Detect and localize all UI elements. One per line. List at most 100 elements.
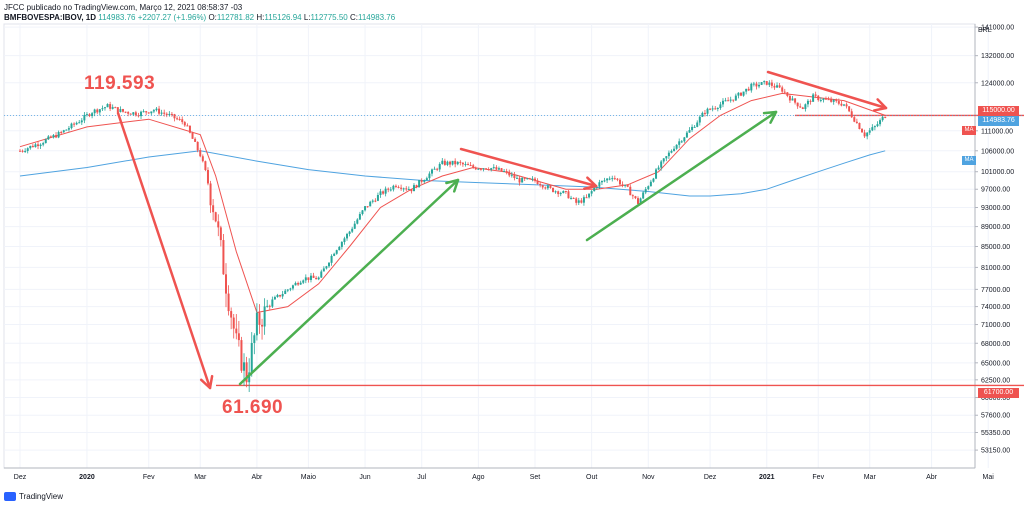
candle-body <box>814 94 817 96</box>
candle-body <box>582 197 585 203</box>
candle-body <box>459 161 462 163</box>
candle-body <box>106 104 109 108</box>
y-tick-label: 60000.00 <box>981 395 1010 402</box>
candle-body <box>832 99 835 102</box>
candle-body <box>312 275 315 278</box>
candle-body <box>631 195 634 197</box>
candle-body <box>186 125 189 127</box>
candle-body <box>876 124 879 127</box>
candle-body <box>415 185 418 188</box>
candle-body <box>490 168 493 170</box>
candle-body <box>353 223 356 229</box>
currency-label: BRL <box>978 27 992 34</box>
candle-body <box>294 282 297 286</box>
candle-body <box>812 94 815 102</box>
candle-body <box>376 194 379 201</box>
open-label: O: <box>208 13 217 22</box>
footer-brand[interactable]: TradingView <box>4 492 63 501</box>
candle-body <box>884 116 887 118</box>
candle-body <box>431 169 433 174</box>
candle-body <box>328 262 330 267</box>
candle-body <box>129 113 132 115</box>
y-tick-label: 53150.00 <box>981 448 1010 455</box>
candle-body <box>737 92 740 96</box>
candle-body <box>649 181 652 187</box>
candle-body <box>152 110 155 112</box>
y-tick-label: 81000.00 <box>981 265 1010 272</box>
candle-body <box>624 184 627 186</box>
close-label: C: <box>349 13 358 22</box>
candle-body <box>603 180 606 182</box>
candle-body <box>199 150 202 157</box>
candle-body <box>608 178 611 180</box>
candle-body <box>299 282 302 285</box>
candle-body <box>577 200 580 203</box>
candle-body <box>276 294 279 297</box>
candle-body <box>122 109 124 112</box>
candle-body <box>379 191 382 195</box>
candle-body <box>436 168 439 170</box>
price-label-61700: 61700.00 <box>978 388 1019 398</box>
candle-body <box>160 112 163 114</box>
candle-body <box>734 95 737 101</box>
candle-body <box>333 253 336 256</box>
last-price: 114983.76 <box>98 13 136 22</box>
candle-body <box>181 119 184 123</box>
candle-body <box>727 100 730 102</box>
candle-body <box>52 135 55 138</box>
candle-body <box>515 177 518 179</box>
candle-body <box>662 158 665 162</box>
candle-body <box>307 277 310 280</box>
candle-body <box>407 189 410 191</box>
candle-body <box>188 125 191 133</box>
candle-body <box>845 104 848 107</box>
candle-body <box>351 228 354 232</box>
candle-body <box>145 111 148 113</box>
candle-body <box>729 99 732 101</box>
candle-body <box>482 168 485 170</box>
candle-body <box>222 240 225 275</box>
candle-body <box>709 108 712 110</box>
candle-body <box>309 275 312 280</box>
candle-body <box>467 164 470 166</box>
candle-body <box>539 183 542 186</box>
candle-body <box>711 108 714 110</box>
candle-body <box>441 160 444 165</box>
candle-body <box>618 179 621 185</box>
candle-body <box>750 83 753 91</box>
y-tick-label: 71000.00 <box>981 322 1010 329</box>
candle-body <box>881 116 884 121</box>
candle-body <box>170 113 173 115</box>
annotation-low: 61.690 <box>222 397 284 418</box>
candle-body <box>78 122 81 124</box>
symbol-name[interactable]: BMFBOVESPA:IBOV, 1D <box>4 13 97 22</box>
candle-body <box>304 277 307 281</box>
candle-body <box>637 198 639 204</box>
x-tick-label: Mar <box>194 474 207 481</box>
candle-body <box>83 114 86 121</box>
candle-body <box>824 98 827 100</box>
candle-body <box>732 99 735 101</box>
candle-body <box>420 180 423 182</box>
candle-body <box>595 186 598 188</box>
candle-body <box>745 88 748 92</box>
candle-body <box>773 85 776 88</box>
candle-body <box>861 129 864 133</box>
candle-body <box>111 107 114 109</box>
candle-body <box>158 108 161 114</box>
candle-body <box>374 200 377 202</box>
candle-body <box>546 185 549 189</box>
candle-body <box>137 115 140 117</box>
candle-body <box>626 184 629 187</box>
x-tick-label: Fev <box>812 474 824 481</box>
candle-body <box>804 104 807 110</box>
candle-body <box>500 168 503 172</box>
candle-body <box>433 168 436 170</box>
candle-body <box>673 148 676 151</box>
candle-body <box>752 83 755 85</box>
candle-body <box>150 111 153 114</box>
candle-body <box>423 180 426 182</box>
candle-body <box>665 156 668 159</box>
candle-body <box>62 130 65 133</box>
